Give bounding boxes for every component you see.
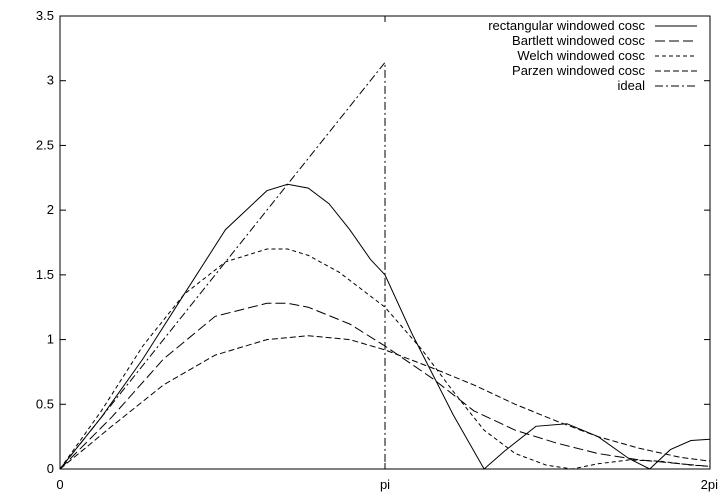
- y-tick-label: 1.5: [36, 267, 54, 282]
- y-tick-label: 2.5: [36, 137, 54, 152]
- y-tick-label: 2: [47, 202, 54, 217]
- series-line-ideal: [59, 60, 386, 470]
- series-line-welch-windowed-cosc: [59, 248, 711, 470]
- legend-label-welch-windowed-cosc: Welch windowed cosc: [517, 48, 645, 63]
- tick-labels: 0 0.5 1 1.5 2 2.5 3 3.5 0 pi 2pi: [36, 8, 718, 492]
- y-tick-label: 1: [47, 332, 54, 347]
- y-tick-label: 3.5: [36, 8, 54, 23]
- x-tick-label: 0: [56, 477, 63, 492]
- legend-label-bartlett-windowed-cosc: Bartlett windowed cosc: [512, 33, 645, 48]
- legend-label-ideal: ideal: [618, 78, 646, 93]
- legend-label-parzen-windowed-cosc: Parzen windowed cosc: [512, 63, 645, 78]
- x-tick-label: 2pi: [701, 477, 718, 492]
- x-tick-label: pi: [380, 477, 390, 492]
- y-tick-label: 3: [47, 73, 54, 88]
- series-lines: [59, 60, 711, 470]
- legend-label-rectangular-windowed-cosc: rectangular windowed cosc: [488, 18, 645, 33]
- y-tick-label: 0.5: [36, 396, 54, 411]
- series-line-rectangular-windowed-cosc: [59, 183, 711, 470]
- y-tick-label: 0: [47, 461, 54, 476]
- series-line-parzen-windowed-cosc: [59, 335, 711, 470]
